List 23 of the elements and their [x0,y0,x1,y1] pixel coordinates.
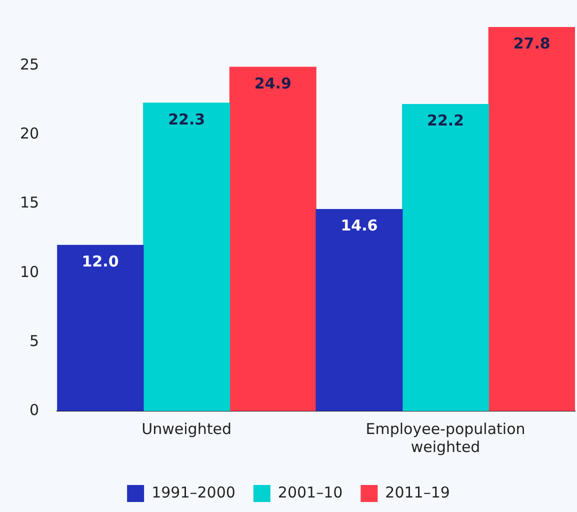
data-label: 14.6 [340,216,378,235]
y-tick-label: 25 [20,56,40,74]
bar [402,104,490,411]
y-tick-label: 20 [20,124,40,143]
legend-label: 2001–10 [278,483,343,502]
legend-label: 1991–2000 [152,483,236,502]
data-label: 12.0 [82,252,119,271]
legend-label: 2011–19 [385,483,450,502]
bar [57,244,144,411]
bar [229,66,316,411]
x-tick-label: Unweighted [142,420,232,438]
y-tick-label: 5 [30,332,40,350]
y-tick-label: 10 [20,262,40,281]
bar [143,102,230,411]
data-label: 22.2 [427,112,464,130]
data-label: 24.9 [254,74,292,92]
y-tick-label: 15 [20,194,40,212]
data-label: 27.8 [513,34,550,52]
x-tick-label: Employee-population weighted [366,420,526,456]
data-label: 22.3 [168,110,206,128]
bar [316,209,403,411]
bar [488,27,575,411]
y-tick-label: 0 [30,400,40,419]
